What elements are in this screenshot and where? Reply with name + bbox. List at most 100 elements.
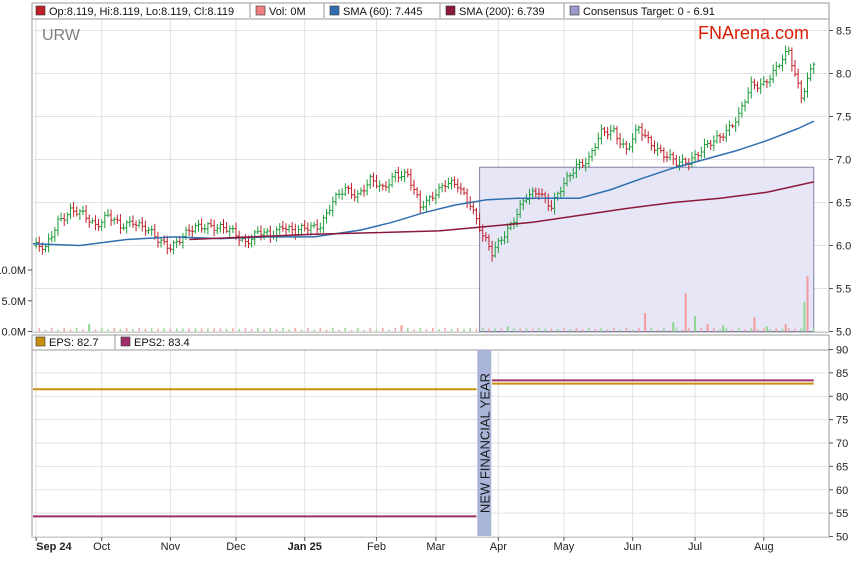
eps-panel xyxy=(31,334,830,538)
volume-bar xyxy=(519,328,521,332)
volume-bar xyxy=(675,327,678,332)
sma-60-line xyxy=(32,120,815,247)
volume-bar xyxy=(163,328,165,332)
eps-tick-label: 70 xyxy=(836,438,848,450)
volume-bar xyxy=(803,301,806,332)
volume-bar xyxy=(125,328,128,332)
volume-bar xyxy=(44,329,47,332)
volume-bar xyxy=(369,327,372,332)
volume-bar xyxy=(294,327,297,332)
x-tick-label: Mar xyxy=(426,541,445,553)
volume-bar xyxy=(182,328,184,332)
legend-label: Consensus Target: 0 - 6.91 xyxy=(583,6,715,18)
volume-bar xyxy=(684,293,687,332)
volume-bar xyxy=(275,329,278,332)
volume-bar xyxy=(750,327,753,332)
volume-bar xyxy=(806,276,809,332)
volume-bar xyxy=(169,328,172,332)
volume-bar xyxy=(456,328,459,332)
legend-swatch xyxy=(35,5,46,16)
volume-bar xyxy=(638,327,640,332)
x-tick-label: Aug xyxy=(754,541,774,553)
volume-bar xyxy=(207,328,209,332)
legend-label: EPS2: 83.4 xyxy=(134,337,190,349)
volume-bar xyxy=(82,329,84,332)
volume-tick-label: 10.0M xyxy=(0,265,26,277)
volume-bar xyxy=(325,329,328,332)
price-tick-label: 7.0 xyxy=(836,155,851,167)
x-tick-label: Sep 24 xyxy=(36,541,72,553)
volume-bar xyxy=(107,329,109,332)
volume-bar xyxy=(313,329,315,332)
volume-bar xyxy=(613,327,615,332)
volume-bar xyxy=(719,329,721,332)
volume-bar xyxy=(784,324,787,332)
new-financial-year-band xyxy=(477,350,492,536)
volume-bar xyxy=(288,329,290,332)
volume-bar xyxy=(575,328,578,332)
price-tick-label: 8.0 xyxy=(836,69,851,81)
volume-bar xyxy=(144,328,147,332)
volume-bar xyxy=(706,324,709,332)
volume-bar xyxy=(672,322,675,332)
volume-bar xyxy=(219,328,222,332)
volume-bar xyxy=(344,327,347,332)
price-tick-label: 5.0 xyxy=(836,327,851,339)
volume-bar xyxy=(319,327,322,332)
eps-tick-label: 55 xyxy=(836,508,848,520)
volume-bar xyxy=(394,327,397,332)
volume-bar xyxy=(694,316,697,332)
volume-bar xyxy=(800,328,803,332)
volume-bar xyxy=(438,329,440,332)
volume-bar xyxy=(200,328,203,332)
volume-bar xyxy=(338,329,340,332)
volume-bar xyxy=(475,328,478,332)
volume-bar xyxy=(419,327,422,332)
volume-bar xyxy=(413,329,415,332)
volume-bar xyxy=(132,328,134,332)
volume-bar xyxy=(713,327,715,332)
volume-bar xyxy=(606,329,609,332)
volume-bar xyxy=(812,328,815,332)
x-tick-label: Apr xyxy=(490,541,507,553)
eps-tick-label: 85 xyxy=(836,368,848,380)
price-tick-label: 6.5 xyxy=(836,198,851,210)
volume-bar xyxy=(650,327,653,332)
volume-bar xyxy=(794,328,796,332)
brand-logo: FNArena.com xyxy=(698,23,809,43)
volume-bar xyxy=(332,327,334,332)
eps-tick-label: 80 xyxy=(836,391,848,403)
volume-bar xyxy=(538,328,540,332)
volume-bar xyxy=(753,317,756,332)
volume-bar xyxy=(388,329,390,332)
volume-bar xyxy=(356,327,359,332)
price-tick-label: 7.5 xyxy=(836,112,851,124)
volume-bar xyxy=(563,328,565,332)
volume-bar xyxy=(263,329,265,332)
x-tick-label: Jun xyxy=(624,541,642,553)
volume-bar xyxy=(119,329,122,332)
volume-bar xyxy=(50,327,53,332)
volume-bar xyxy=(232,328,234,332)
eps-tick-label: 75 xyxy=(836,415,848,427)
volume-bar xyxy=(57,329,59,332)
sma-200-line xyxy=(189,181,814,241)
volume-bar xyxy=(63,327,66,332)
volume-bar xyxy=(787,328,790,332)
new-financial-year-label: NEW FINANCIAL YEAR xyxy=(477,373,492,513)
x-tick-label: Dec xyxy=(226,541,246,553)
legend-label: SMA (60): 7.445 xyxy=(343,6,423,18)
x-tick-label: Feb xyxy=(367,541,386,553)
volume-bar xyxy=(531,328,534,332)
volume-bar xyxy=(775,328,778,332)
volume-bar xyxy=(431,327,434,332)
x-tick-label: Oct xyxy=(93,541,110,553)
volume-bar xyxy=(544,328,546,332)
volume-bar xyxy=(282,327,284,332)
volume-bar xyxy=(238,328,240,332)
volume-bar xyxy=(481,328,484,332)
volume-bar xyxy=(400,325,403,332)
volume-bar xyxy=(444,328,447,332)
eps-tick-label: 65 xyxy=(836,461,848,473)
